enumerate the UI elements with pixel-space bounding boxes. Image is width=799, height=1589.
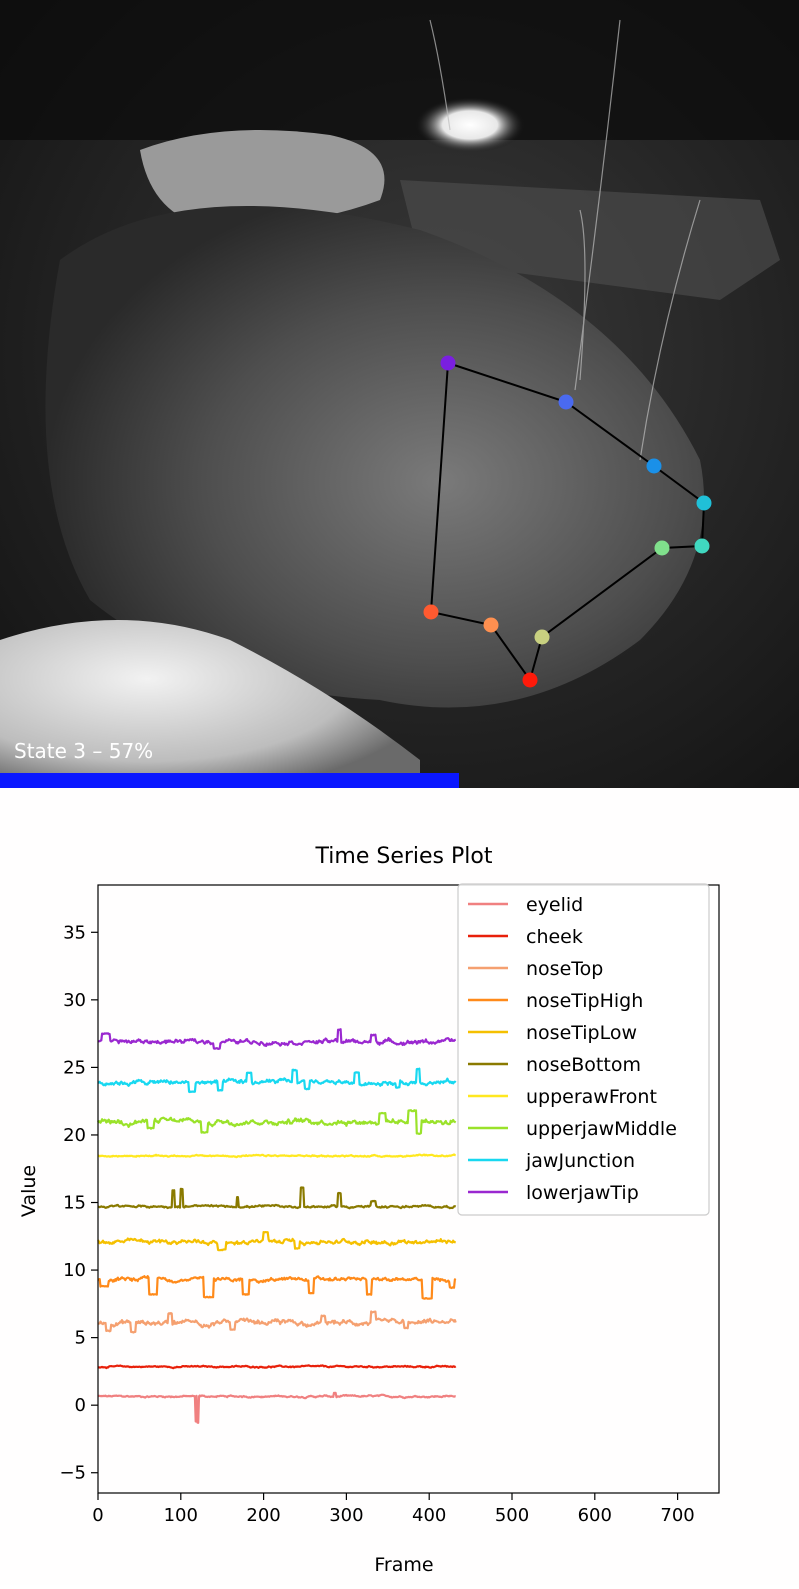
- legend-label-jawJunction: jawJunction: [525, 1150, 635, 1172]
- light-reflection: [415, 97, 525, 153]
- y-tick-label: 0: [75, 1395, 86, 1416]
- x-tick-label: 600: [578, 1505, 612, 1526]
- legend-label-cheek: cheek: [526, 926, 583, 948]
- series-line-upperawFront: [97, 1153, 456, 1159]
- y-tick-label: 20: [63, 1125, 86, 1146]
- mouse-face-image: State 3 – 57%: [0, 0, 799, 788]
- legend: eyelid cheek noseTop noseTipHigh noseTipLow n…: [457, 883, 710, 1216]
- x-tick-label: 500: [495, 1505, 529, 1526]
- y-tick-label: 15: [63, 1193, 86, 1214]
- x-tick-label: 400: [412, 1505, 446, 1526]
- y-tick-label: 10: [63, 1260, 86, 1281]
- x-tick-label: 700: [660, 1505, 694, 1526]
- x-tick-label: 0: [92, 1505, 103, 1526]
- y-tick-label: −5: [59, 1463, 86, 1484]
- keypoint-noseBottom: [654, 540, 670, 556]
- video-frame: State 3 – 57%: [0, 0, 799, 788]
- legend-label-noseTipLow: noseTipLow: [526, 1022, 637, 1044]
- legend-box: [457, 883, 710, 1216]
- series-line-eyelid: [97, 1391, 456, 1424]
- keypoint-noseTop: [483, 617, 499, 633]
- legend-label-eyelid: eyelid: [526, 894, 583, 916]
- keypoint-upperawFront: [694, 538, 710, 554]
- mouse-head: [45, 206, 705, 708]
- x-tick-label: 300: [329, 1505, 363, 1526]
- whiskers: [429, 19, 701, 461]
- series-line-lowerjawTip: [97, 1028, 457, 1050]
- legend-label-noseBottom: noseBottom: [526, 1054, 641, 1076]
- y-tick-label: 25: [63, 1057, 86, 1078]
- keypoint-lowerjawTip: [440, 355, 456, 371]
- plot-frame: [97, 884, 720, 1494]
- y-axis-label: Value: [18, 1165, 40, 1217]
- legend-label-noseTop: noseTop: [526, 958, 603, 980]
- legend-label-upperawFront: upperawFront: [526, 1086, 657, 1108]
- legend-label-upperjawMiddle: upperjawMiddle: [526, 1118, 677, 1140]
- keypoint-jawJunction: [646, 458, 662, 474]
- keypoint-jawJunction-upper: [558, 394, 574, 410]
- state-label: State 3 – 57%: [14, 739, 153, 763]
- series-line-noseTipHigh: [97, 1275, 457, 1300]
- chart-title: Time Series Plot: [315, 844, 493, 869]
- legend-label-noseTipHigh: noseTipHigh: [526, 990, 643, 1012]
- x-tick-label: 200: [246, 1505, 280, 1526]
- series-line-upperjawMiddle: [97, 1109, 457, 1135]
- y-tick-label: 5: [75, 1328, 86, 1349]
- time-series-plot: Time Series Plot 0 100 200 300 400 500 600 700 …: [0, 788, 799, 1585]
- series-line-cheek: [97, 1364, 457, 1370]
- series-line-noseBottom: [97, 1186, 457, 1210]
- keypoint-noseTipHigh: [522, 672, 538, 688]
- y-tick-label: 30: [63, 990, 86, 1011]
- chart-canvas: Time Series Plot 0 100 200 300 400 500 600 700 …: [18, 844, 720, 1576]
- ear: [140, 130, 385, 226]
- series-line-noseTop: [97, 1310, 457, 1334]
- keypoint-upperjawMiddle: [696, 495, 712, 511]
- keypoint-noseTipLow: [534, 629, 550, 645]
- state-progress-bar: [0, 773, 459, 788]
- x-tick-label: 100: [164, 1505, 198, 1526]
- y-tick-label: 35: [63, 922, 86, 943]
- paw: [0, 620, 420, 788]
- series-line-jawJunction: [97, 1067, 457, 1094]
- series-line-noseTipLow: [97, 1231, 457, 1252]
- pose-skeleton: [423, 355, 712, 688]
- legend-label-lowerjawTip: lowerjawTip: [526, 1182, 639, 1204]
- keypoint-cheek: [423, 604, 439, 620]
- x-axis-label: Frame: [374, 1554, 433, 1576]
